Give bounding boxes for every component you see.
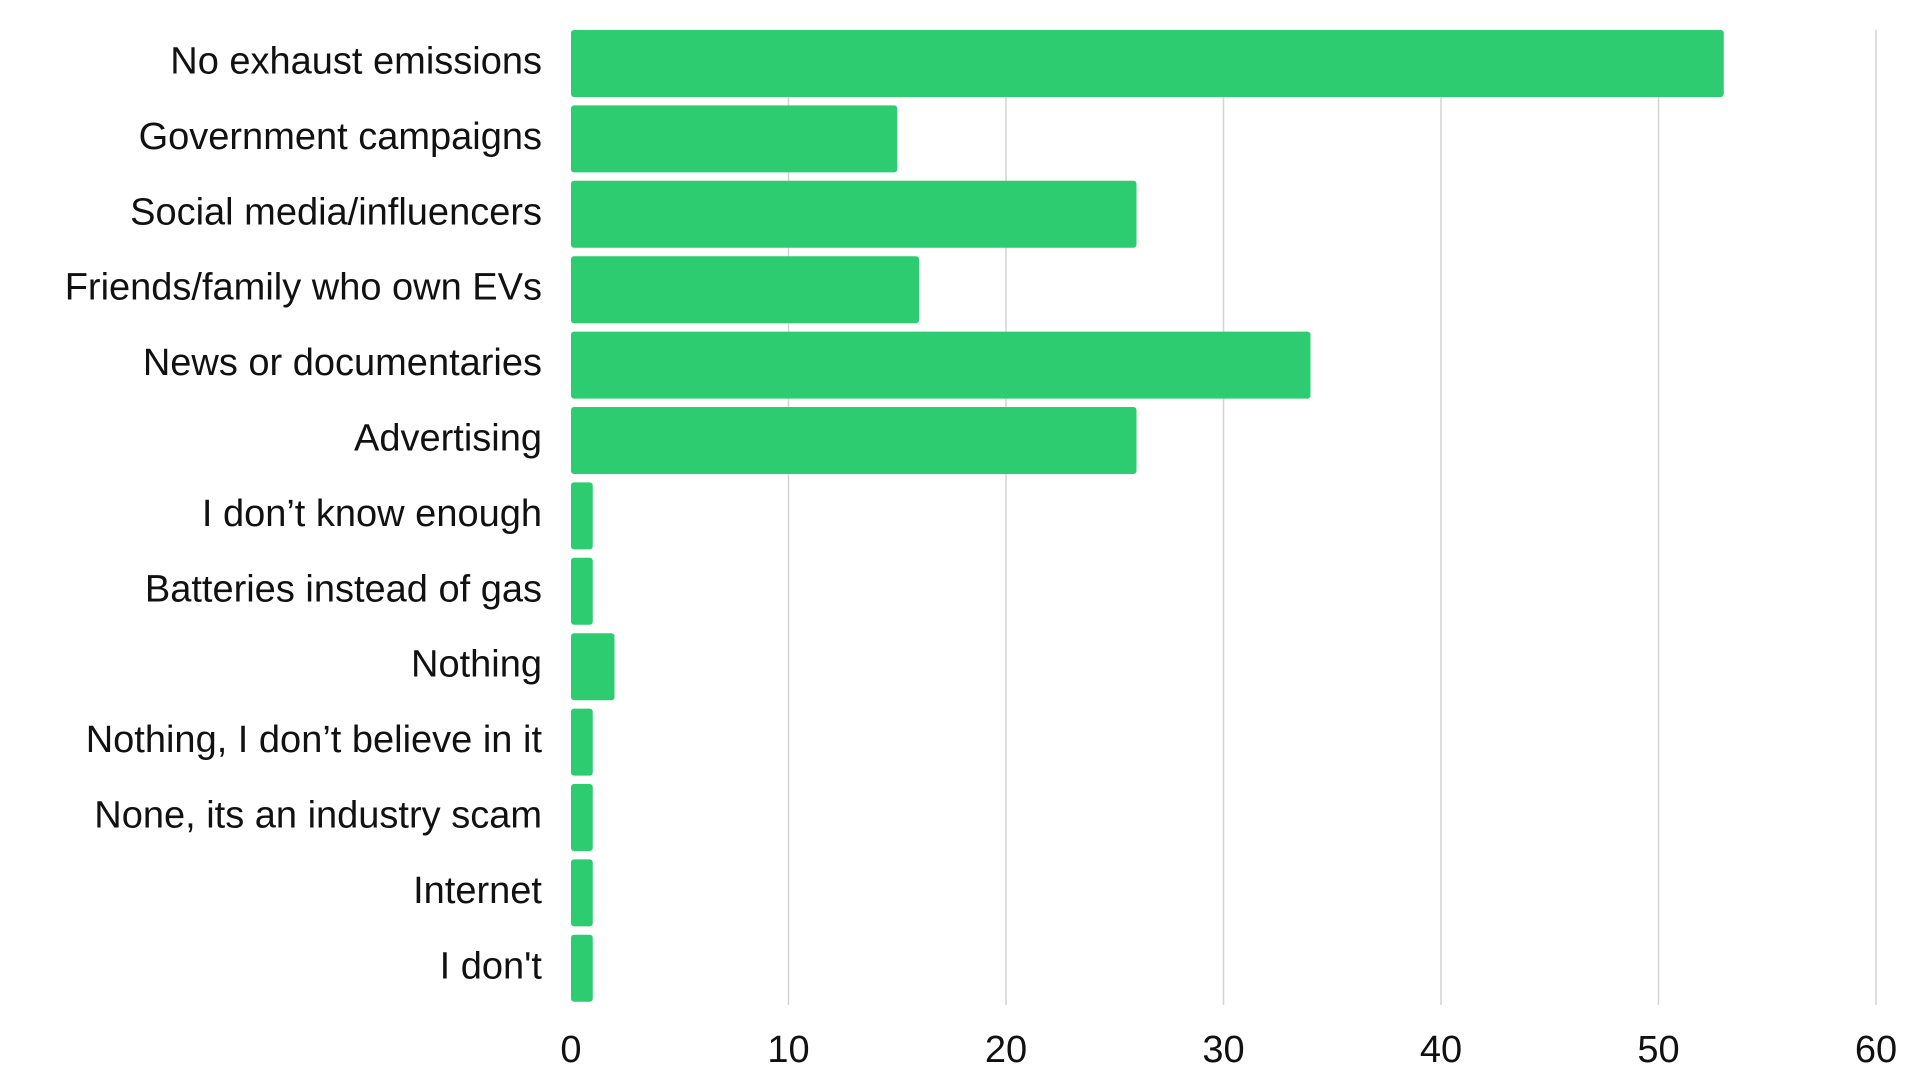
x-tick-label-20: 20 bbox=[985, 1029, 1027, 1071]
bar-7 bbox=[571, 557, 593, 625]
bar-1 bbox=[571, 105, 898, 173]
bar-2 bbox=[571, 180, 1137, 248]
category-label-12: I don't bbox=[440, 945, 543, 987]
category-label-5: Advertising bbox=[354, 418, 542, 460]
x-tick-label-30: 30 bbox=[1202, 1029, 1244, 1071]
category-label-9: Nothing, I don’t believe in it bbox=[86, 719, 543, 761]
x-tick-label-50: 50 bbox=[1637, 1029, 1679, 1071]
bar-8 bbox=[571, 633, 615, 701]
category-label-4: News or documentaries bbox=[143, 342, 542, 384]
bar-9 bbox=[571, 708, 593, 776]
category-label-10: None, its an industry scam bbox=[94, 795, 542, 837]
x-tick-label-10: 10 bbox=[767, 1029, 809, 1071]
bar-5 bbox=[571, 407, 1137, 474]
category-label-2: Social media/influencers bbox=[130, 191, 542, 233]
category-label-0: No exhaust emissions bbox=[170, 41, 542, 83]
x-tick-label-60: 60 bbox=[1855, 1029, 1897, 1071]
bar-12 bbox=[571, 934, 593, 1002]
category-label-7: Batteries instead of gas bbox=[145, 568, 542, 610]
category-label-6: I don’t know enough bbox=[202, 493, 542, 535]
bar-4 bbox=[571, 331, 1311, 399]
bar-6 bbox=[571, 482, 593, 550]
bar-11 bbox=[571, 859, 593, 927]
x-tick-label-0: 0 bbox=[560, 1029, 581, 1071]
bars bbox=[571, 30, 1724, 1002]
category-label-3: Friends/family who own EVs bbox=[65, 267, 542, 309]
category-label-11: Internet bbox=[413, 870, 542, 912]
x-axis-tick-labels: 0 10 20 30 40 50 60 bbox=[560, 1029, 1897, 1071]
bar-10 bbox=[571, 784, 593, 851]
category-label-8: Nothing bbox=[411, 644, 542, 686]
category-labels: No exhaust emissions Government campaigns… bbox=[65, 41, 543, 988]
bar-3 bbox=[571, 256, 919, 324]
gridlines bbox=[787, 30, 1877, 1005]
category-label-1: Government campaigns bbox=[139, 116, 542, 158]
bar-0 bbox=[571, 30, 1724, 97]
x-tick-label-40: 40 bbox=[1420, 1029, 1462, 1071]
